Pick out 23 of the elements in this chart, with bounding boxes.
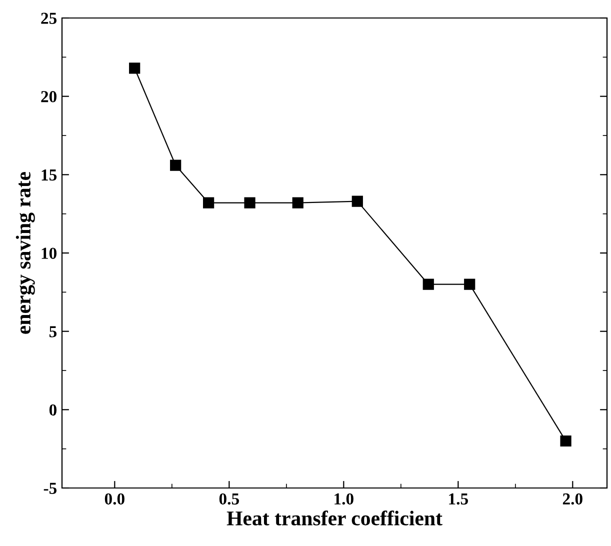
x-tick-label: 1.5 [449,493,468,505]
x-tick-label: 0.0 [104,493,124,505]
y-tick-label: 10 [42,248,57,259]
point [292,197,304,208]
y-tick-label: -5 [44,482,57,494]
y-tick-label: 25 [41,12,57,24]
y-tick-label: 5 [49,326,57,338]
x-axis-title: Heat transfer coefficient [226,510,442,526]
y-tick-label: 0 [49,404,57,416]
point [244,197,256,208]
y-tick-label: 15 [42,169,57,181]
y-axis-title: energy saving rate [16,172,35,334]
x-tick-label: 2.0 [562,493,582,505]
point [129,62,140,74]
point [422,278,434,290]
point [560,435,572,447]
x-tick-label: 0.5 [219,493,239,505]
x-tick-label: 1.0 [334,493,354,505]
point [464,278,476,290]
point [170,160,182,171]
point [203,197,214,208]
point [352,196,363,207]
y-tick-label: 20 [41,91,57,102]
